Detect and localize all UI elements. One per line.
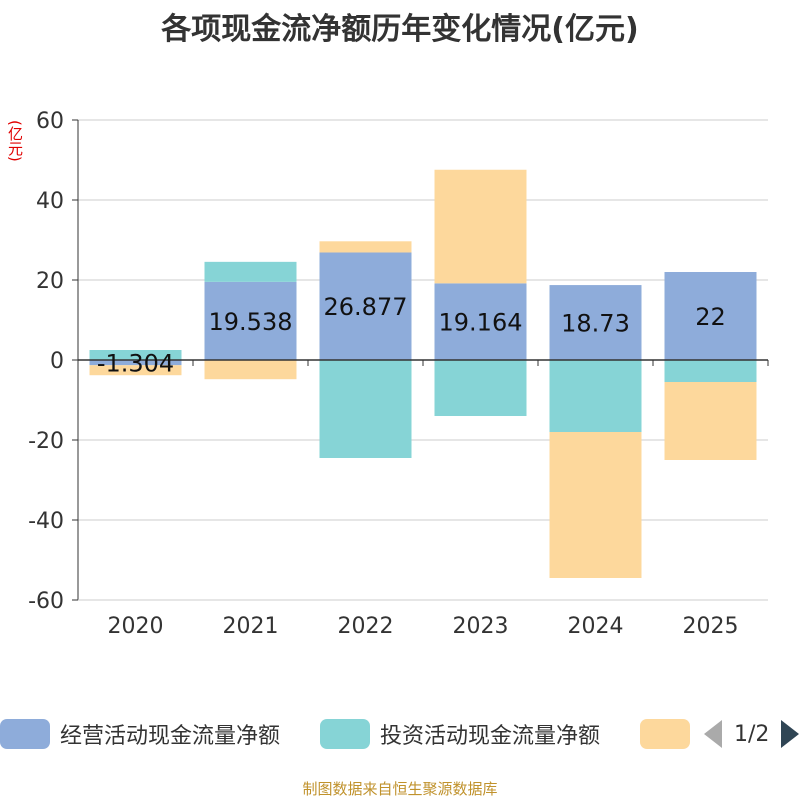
y-axis-label: (亿元)	[6, 120, 24, 162]
legend-item-investing[interactable]: 投资活动现金流量净额	[320, 712, 600, 756]
arrow-right-icon[interactable]	[781, 720, 800, 748]
x-tick-label: 2025	[683, 614, 739, 639]
bar-financing-2025	[664, 382, 757, 460]
y-tick-label: -60	[28, 589, 64, 614]
bar-operating-2024	[549, 285, 642, 360]
y-tick-label: -20	[28, 429, 64, 454]
bar-operating-2020	[89, 360, 182, 366]
bar-investing-2025	[664, 360, 757, 382]
legend-label-operating: 经营活动现金流量净额	[60, 724, 281, 749]
legend-item-operating[interactable]: 经营活动现金流量净额	[0, 712, 280, 756]
y-tick-label: 60	[36, 109, 64, 134]
cashflow-bar-chart: -60 -40 -20 0 20 40 60 2020 2021 2022 2023 2024 2025…	[28, 109, 769, 639]
x-tick-label: 2024	[568, 614, 624, 639]
x-tick-label: 2023	[453, 614, 509, 639]
data-label-operating: 19.538	[209, 308, 293, 336]
x-tick-label: 2020	[108, 614, 164, 639]
bar-operating-2023	[434, 283, 527, 360]
bar-financing-2022	[319, 241, 412, 253]
y-tick-label: -40	[28, 509, 64, 534]
x-tick-label: 2021	[223, 614, 279, 639]
arrow-left-icon[interactable]	[704, 720, 722, 748]
data-label-operating: 18.73	[561, 310, 630, 338]
legend-swatch-operating	[0, 719, 50, 749]
bar-investing-2021	[204, 261, 297, 282]
legend-swatch-financing	[640, 719, 690, 749]
bar-operating-2021	[204, 281, 297, 360]
bar-investing-2020	[89, 350, 182, 360]
chart-title: 各项现金流净额历年变化情况(亿元)	[161, 12, 639, 47]
data-label-operating: 26.877	[324, 293, 408, 321]
legend: 经营活动现金流量净额 投资活动现金流量净额 1/2	[0, 712, 800, 756]
legend-label-investing: 投资活动现金流量净额	[380, 724, 601, 749]
bar-operating-2025	[664, 272, 757, 360]
bar-investing-2023	[434, 360, 527, 416]
bar-financing-2020	[89, 365, 182, 376]
data-source-note: 制图数据来自恒生聚源数据库	[302, 780, 498, 798]
data-label-operating: 22	[695, 303, 726, 331]
x-tick-label: 2022	[338, 614, 394, 639]
legend-item-financing[interactable]	[640, 712, 700, 756]
bar-investing-2022	[319, 360, 412, 458]
bar-financing-2023	[434, 169, 527, 284]
legend-swatch-investing	[320, 719, 370, 749]
bar-financing-2021	[204, 360, 297, 380]
data-label-operating: 19.164	[439, 309, 523, 337]
y-tick-label: 40	[36, 189, 64, 214]
bar-investing-2024	[549, 360, 642, 432]
legend-page-indicator: 1/2	[734, 721, 770, 747]
bar-operating-2022	[319, 252, 412, 360]
y-tick-label: 0	[50, 349, 64, 374]
legend-pager: 1/2	[704, 712, 800, 756]
data-label-operating: -1.304	[97, 350, 174, 378]
bar-financing-2024	[549, 432, 642, 578]
y-tick-label: 20	[36, 269, 64, 294]
